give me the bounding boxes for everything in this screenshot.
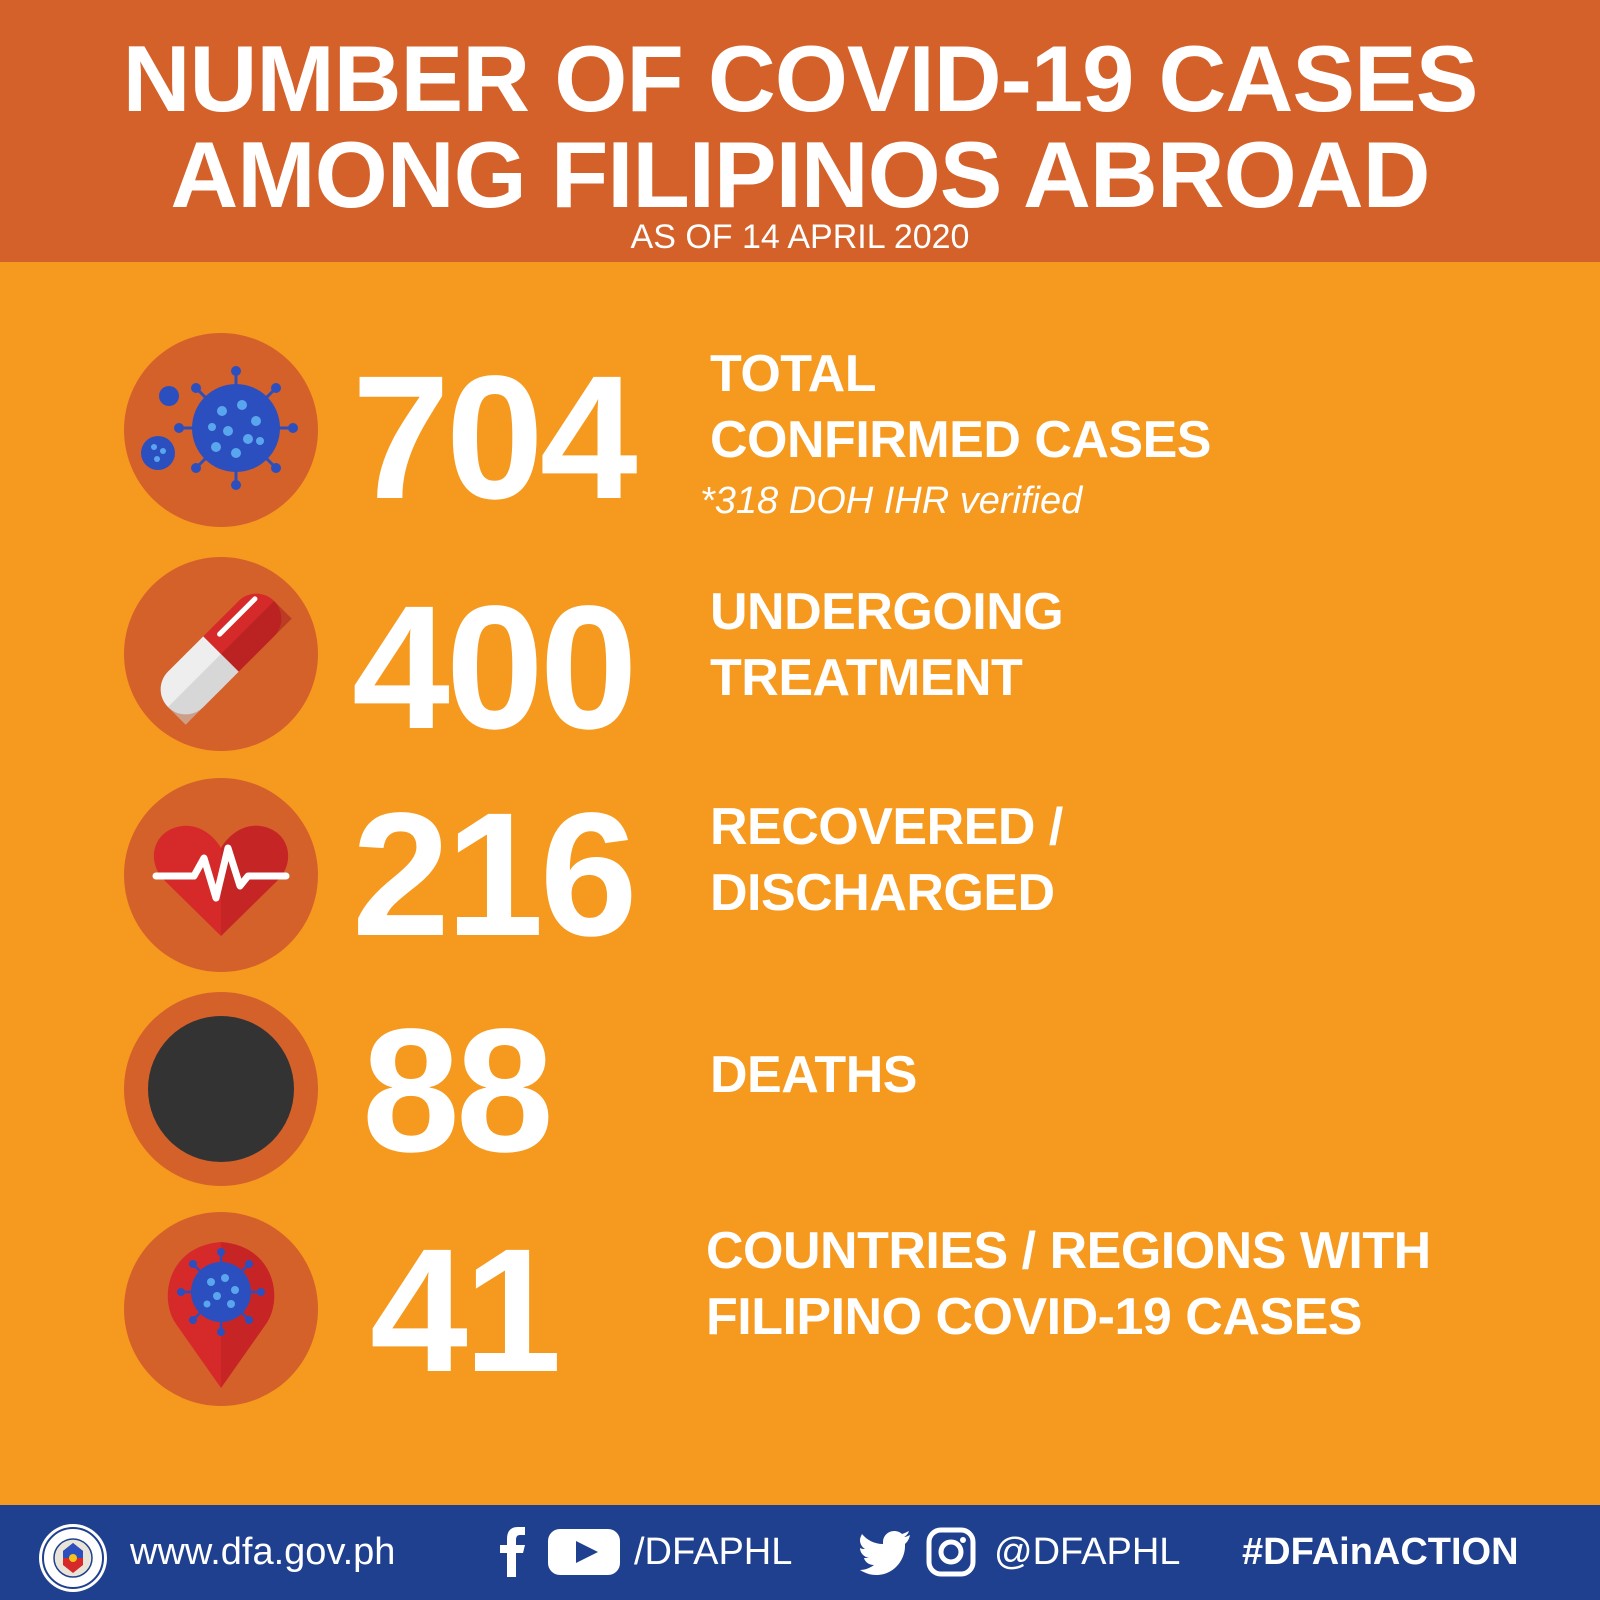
instagram-icon[interactable] <box>926 1527 976 1577</box>
black-circle-icon <box>124 992 318 1186</box>
stat-label-line-2: DISCHARGED <box>710 864 1055 922</box>
dfa-seal-logo <box>38 1523 108 1593</box>
stat-label-line-1: COUNTRIES / REGIONS WITH <box>706 1222 1431 1280</box>
website-link[interactable]: www.dfa.gov.ph <box>130 1531 396 1573</box>
stat-label-line-1: TOTAL <box>710 345 877 403</box>
heart-pulse-icon <box>124 778 318 972</box>
youtube-icon[interactable] <box>548 1527 620 1577</box>
stat-value: 704 <box>352 340 638 536</box>
stat-undergoing-treatment: 400 UNDERGOING TREATMENT <box>0 557 1600 766</box>
title-line-2: AMONG FILIPINOS ABROAD <box>170 122 1430 227</box>
header-banner: NUMBER OF COVID-19 CASES AMONG FILIPINOS… <box>0 0 1600 262</box>
title-line-1: NUMBER OF COVID-19 CASES <box>122 26 1479 131</box>
pill-capsule-icon <box>124 557 318 751</box>
stat-label-line-2: FILIPINO COVID-19 CASES <box>706 1288 1362 1346</box>
stat-value: 216 <box>352 777 638 973</box>
stat-countries: 41 COUNTRIES / REGIONS WITH FILIPINO COV… <box>0 1212 1600 1415</box>
stat-total-confirmed: 704 TOTAL CONFIRMED CASES *318 DOH IHR v… <box>0 330 1600 530</box>
virus-icon <box>124 333 318 527</box>
facebook-icon[interactable] <box>498 1527 532 1577</box>
as-of-date: AS OF 14 APRIL 2020 <box>630 218 970 256</box>
stat-label-line-2: TREATMENT <box>710 649 1023 707</box>
stat-value: 400 <box>352 570 638 766</box>
hashtag[interactable]: #DFAinACTION <box>1242 1531 1519 1573</box>
twitter-instagram-handle[interactable]: @DFAPHL <box>994 1531 1181 1573</box>
stat-value: 41 <box>370 1213 562 1409</box>
stat-label-line-1: DEATHS <box>710 1046 917 1104</box>
twitter-icon[interactable] <box>860 1527 912 1577</box>
stat-note: *318 DOH IHR verified <box>700 480 1083 522</box>
stat-deaths: 88 DEATHS <box>0 992 1600 1195</box>
stat-value: 88 <box>362 993 554 1189</box>
stat-label-line-2: CONFIRMED CASES <box>710 411 1211 469</box>
stat-recovered: 216 RECOVERED / DISCHARGED <box>0 775 1600 975</box>
facebook-youtube-handle[interactable]: /DFAPHL <box>634 1531 793 1573</box>
stat-label-line-1: RECOVERED / <box>710 798 1063 856</box>
location-pin-virus-icon <box>124 1212 318 1406</box>
footer-bar: www.dfa.gov.ph /DFAPHL @DFAPHL #DFAinACT… <box>0 1505 1600 1600</box>
stat-label-line-1: UNDERGOING <box>710 583 1064 641</box>
